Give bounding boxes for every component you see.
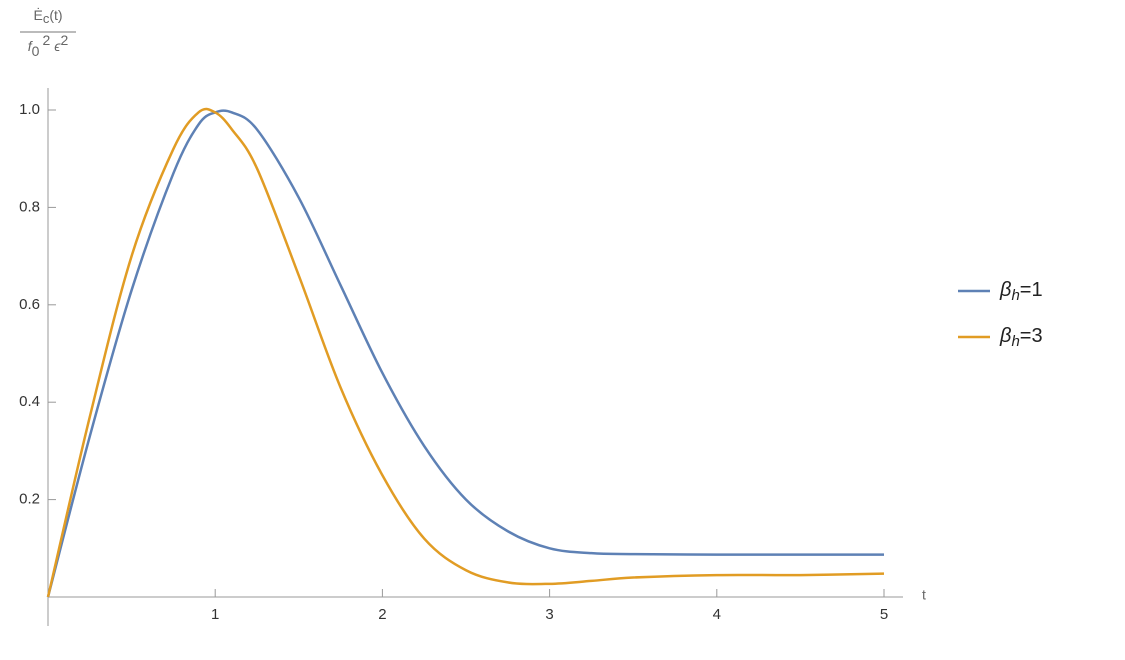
x-axis-label: t [922, 587, 926, 603]
legend-symbol: β [999, 325, 1011, 347]
y-label-denominator: f02 ϵ2 [28, 32, 69, 59]
y-tick-label: 0.2 [19, 491, 40, 508]
y-label-part: 2 [42, 32, 50, 48]
y-label-part: 2 [60, 32, 68, 48]
x-tick-label: 2 [378, 606, 386, 623]
y-label-numerator: Ėc(t) [33, 6, 62, 27]
legend-rest: =3 [1020, 325, 1043, 347]
legend-label: βh=3 [999, 325, 1043, 350]
y-label-part: 0 [32, 43, 40, 59]
x-tick-label: 5 [880, 606, 888, 623]
y-label-part: (t) [49, 7, 62, 23]
x-tick-label: 4 [713, 606, 721, 623]
legend-symbol: β [999, 279, 1011, 301]
y-label-part: f [28, 38, 34, 54]
series-line [46, 107, 885, 598]
legend-subscript: h [1011, 333, 1019, 350]
y-label-part: Ė [33, 6, 42, 23]
x-tick-label: 3 [545, 606, 553, 623]
y-tick-label: 0.8 [19, 198, 40, 215]
series-line [46, 109, 884, 598]
y-tick-label: 0.4 [19, 393, 40, 410]
y-label-part: ϵ [54, 38, 61, 54]
y-tick-label: 0.6 [19, 296, 40, 313]
legend-subscript: h [1011, 287, 1019, 304]
legend-label: βh=1 [999, 279, 1043, 304]
y-tick-label: 1.0 [19, 101, 40, 118]
y-label-part: c [43, 11, 50, 26]
x-tick-label: 1 [211, 606, 219, 623]
legend-rest: =1 [1020, 279, 1043, 301]
